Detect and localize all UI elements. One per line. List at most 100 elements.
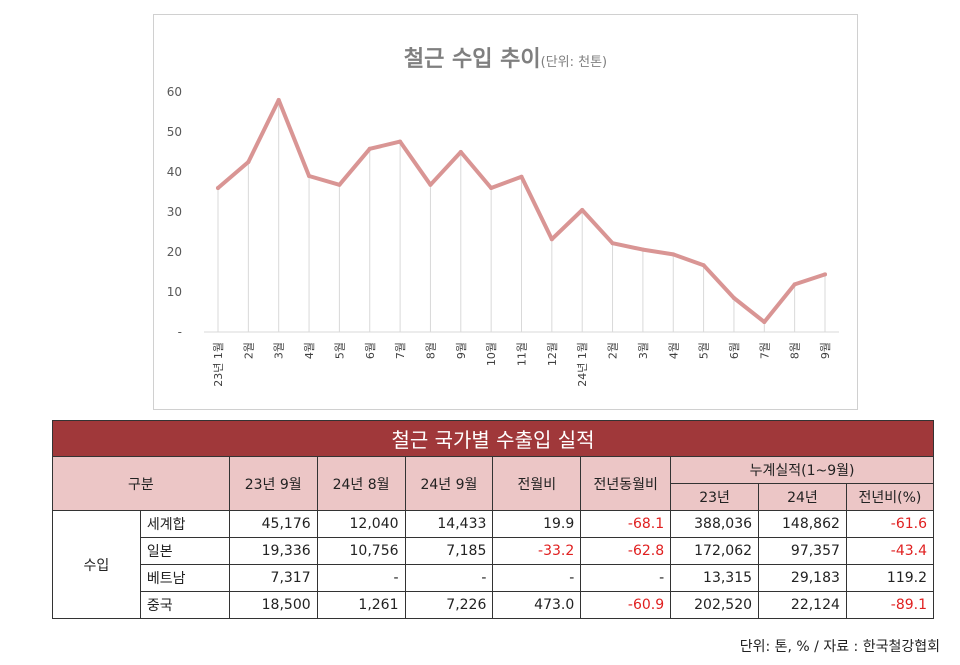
header-cum-col: 전년비(%) [845,483,935,511]
data-point [216,186,220,190]
x-tick-label: 7월 [758,342,771,359]
cell: 7,226 [404,591,494,619]
data-point [337,182,342,187]
row-name: 중국 [139,591,230,619]
group-label: 수입 [52,510,141,619]
x-tick-label: 9월 [455,342,468,359]
cell: - [316,564,406,592]
data-point [307,174,312,178]
cell: 45,176 [228,510,318,538]
header-cum-col: 23년 [670,483,760,511]
cell: 19,336 [228,537,318,565]
chart-title: 철근 수입 추이(단위: 천톤) [403,47,608,72]
cell: 13,315 [670,564,760,592]
source-note: 단위: 톤, % / 자료 : 한국철강협회 [739,639,940,655]
data-point [580,208,585,212]
data-point [610,241,615,246]
y-tick-label: 50 [167,125,182,139]
cell: 7,185 [404,537,494,565]
y-tick-label: 10 [167,285,182,299]
x-tick-label: 24년 1월 [576,342,589,387]
data-point [519,174,524,179]
cell: 97,357 [758,537,847,565]
data-point [458,150,463,154]
table-row: 베트남 7,317 - - - - 13,315 29,183 119.2 [53,564,935,592]
y-tick-label: 60 [167,85,182,99]
x-tick-label: 3월 [273,342,286,359]
cell: - [404,564,494,592]
data-point [549,237,554,242]
data-point [367,146,372,151]
data-point [428,182,433,187]
x-tick-label: 8월 [424,342,437,359]
row-name: 세계합 [139,510,230,538]
cell: -62.8 [580,537,672,565]
chart-unit: (단위: 천톤) [540,55,608,70]
header-col: 23년 9월 [228,456,318,511]
data-point [762,320,767,324]
cell: - [580,564,672,592]
cell: 19.9 [492,510,582,538]
x-tick-label: 11월 [516,342,529,366]
cell: 202,520 [670,591,760,619]
x-tick-label: 12월 [546,342,559,366]
header-col: 전년동월비 [580,456,672,511]
x-tick-label: 6월 [728,342,741,359]
x-tick-label: 9월 [819,342,832,359]
y-tick-label: 30 [167,205,182,219]
cell: -33.2 [492,537,582,565]
header-cumulative: 누계실적(1~9월) [670,456,934,484]
data-point [276,98,281,102]
x-tick-label: 7월 [394,342,407,359]
table-title: 철근 국가별 수출입 실적 [52,420,934,457]
x-tick-label: 5월 [333,342,346,359]
cell: 18,500 [228,591,318,619]
cell: 148,862 [758,510,847,538]
header-cum-col: 24년 [758,483,847,511]
x-tick-label: 5월 [698,342,711,359]
x-tick-label: 23년 1월 [212,342,225,387]
header-col: 24년 8월 [316,456,406,511]
x-tick-label: 6월 [364,342,377,359]
data-point [701,263,706,268]
row-name: 일본 [139,537,230,565]
cell: 473.0 [492,591,582,619]
x-tick-label: 3월 [637,342,650,359]
line-chart: - 10 20 30 40 50 60 23년 1월 2월 3월 4월 5월 6월 7월 8월 9월 10월 11… [167,85,839,387]
data-point [823,272,827,277]
y-tick-label: - [178,325,182,339]
header-col: 24년 9월 [404,456,494,511]
table-row: 일본 19,336 10,756 7,185 -33.2 -62.8 172,0… [53,537,935,565]
cell: 388,036 [670,510,760,538]
data-point [731,296,736,300]
cell: 1,261 [316,591,406,619]
cell: 119.2 [845,564,935,592]
stats-table: 철근 국가별 수출입 실적 구분 23년 9월 24년 8월 24년 9월 전월… [52,420,935,619]
cell: - [492,564,582,592]
cell: 10,756 [316,537,406,565]
cell: 22,124 [758,591,847,619]
data-point [671,252,676,257]
cell: -89.1 [845,591,935,619]
cell: 7,317 [228,564,318,592]
header-col: 전월비 [492,456,582,511]
cell: -60.9 [580,591,672,619]
data-point [640,247,645,252]
y-tick-label: 40 [167,165,182,179]
x-tick-label: 2월 [607,342,620,359]
cell: 29,183 [758,564,847,592]
data-point [792,282,797,287]
header-category: 구분 [52,456,230,511]
x-tick-label: 2월 [242,342,255,359]
cell: 12,040 [316,510,406,538]
x-tick-label: 8월 [789,342,802,359]
y-tick-label: 20 [167,245,182,259]
table-row: 중국 18,500 1,261 7,226 473.0 -60.9 202,52… [53,591,935,619]
cell: -43.4 [845,537,935,565]
cell: -68.1 [580,510,672,538]
table-row: 수입 세계합 45,176 12,040 14,433 19.9 -68.1 3… [52,510,935,619]
cell: 172,062 [670,537,760,565]
cell: 14,433 [404,510,494,538]
chart-panel: 철근 수입 추이(단위: 천톤) - 10 20 30 40 50 60 23년 1월 2월 3월… [153,14,858,410]
row-name: 베트남 [139,564,230,592]
